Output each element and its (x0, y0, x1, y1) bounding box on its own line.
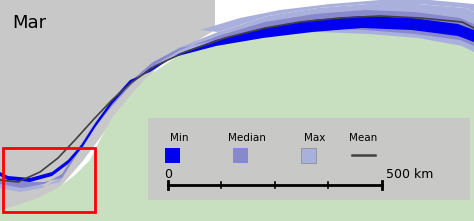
Polygon shape (0, 4, 474, 192)
Polygon shape (0, 0, 215, 221)
Bar (3, 148, 95, 212)
Bar (233, 148, 248, 163)
Text: Max: Max (304, 133, 326, 143)
Polygon shape (0, 14, 474, 221)
Text: Mar: Mar (12, 14, 46, 32)
Text: Min: Min (170, 133, 188, 143)
Text: 0: 0 (164, 168, 172, 181)
Bar (165, 148, 180, 163)
Bar (148, 118, 470, 200)
Bar (301, 148, 316, 163)
Polygon shape (200, 0, 474, 32)
Polygon shape (0, 16, 474, 182)
Text: Mean: Mean (349, 133, 377, 143)
Text: Median: Median (228, 133, 266, 143)
Polygon shape (0, 10, 474, 188)
Text: 500 km: 500 km (386, 168, 434, 181)
